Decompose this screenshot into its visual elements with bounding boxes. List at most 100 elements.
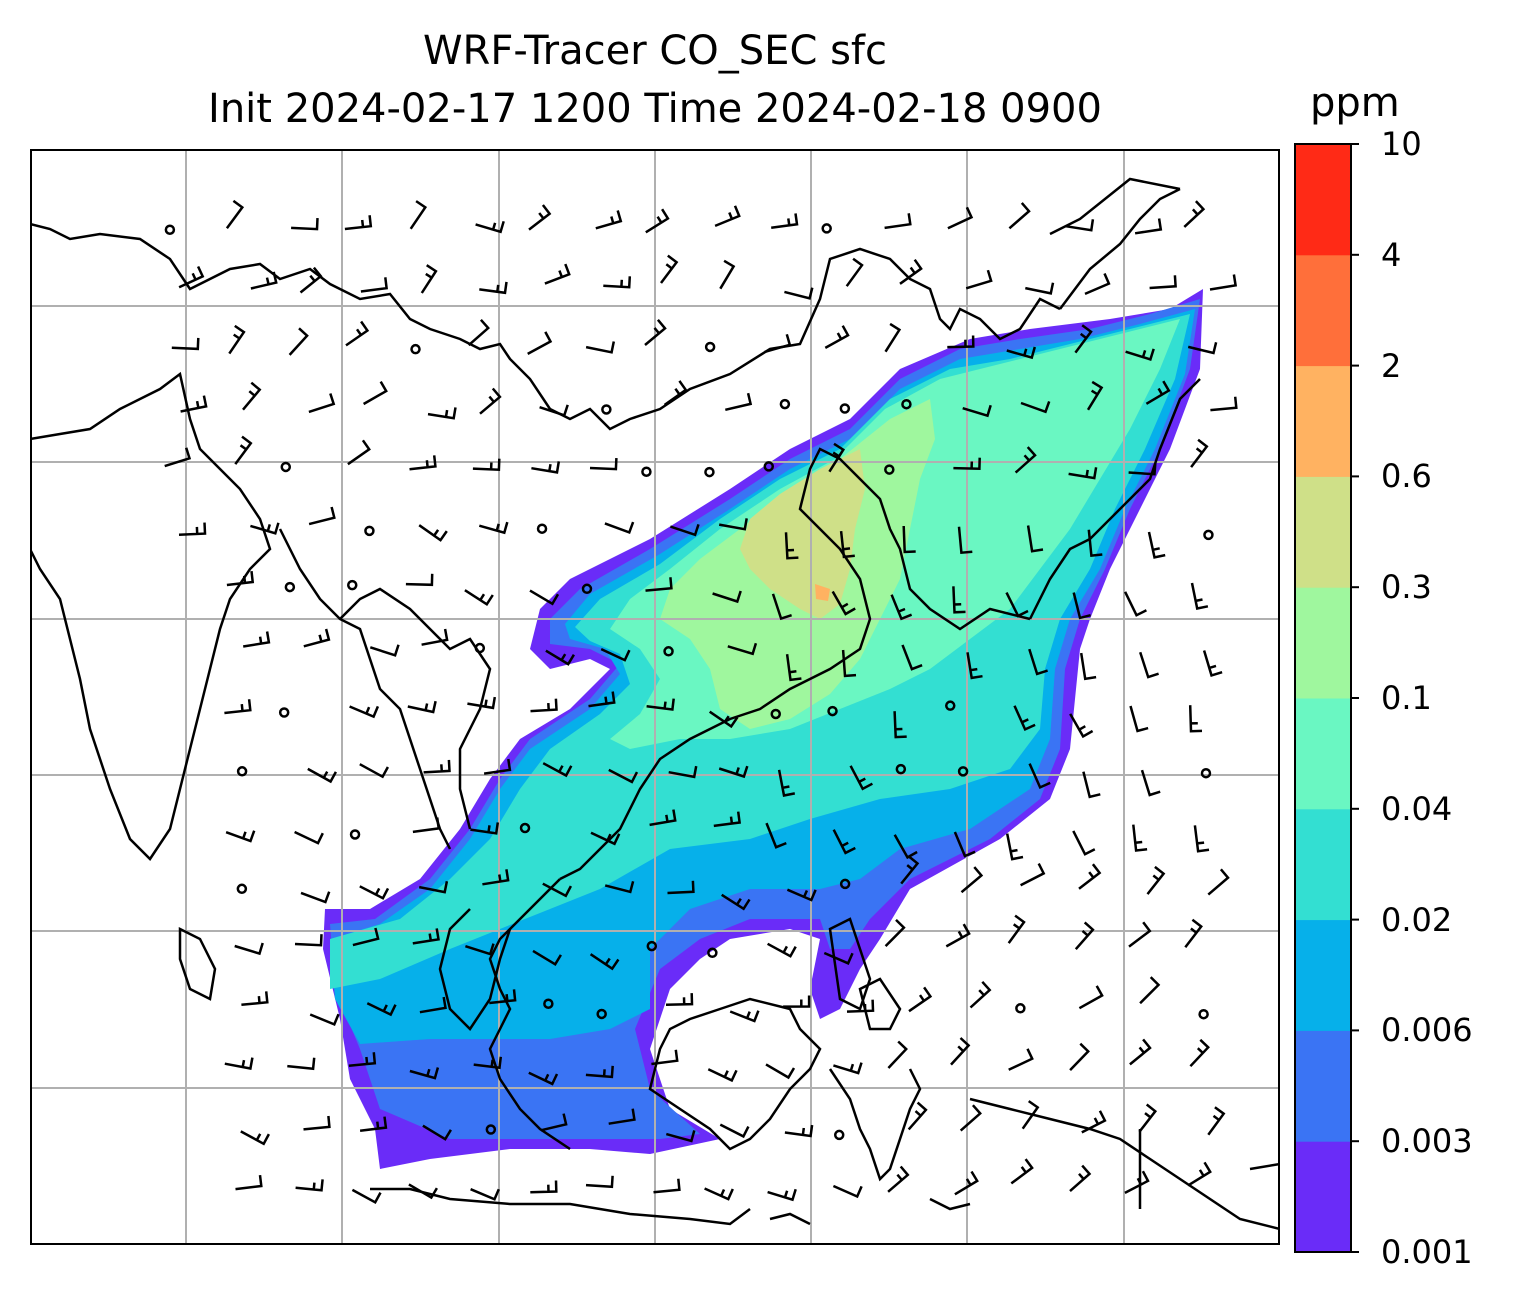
colorbar-tick-label: 4 (1381, 235, 1402, 274)
calm-wind-marker (280, 461, 292, 473)
wind-barb (604, 521, 635, 535)
wind-barb (1025, 282, 1055, 295)
wind-barb (839, 530, 855, 559)
wind-barb (771, 593, 792, 621)
wind-barb (528, 204, 552, 231)
wind-barb (1021, 1100, 1040, 1130)
plume-band-0.6 (815, 584, 830, 601)
wind-barb (833, 1062, 863, 1075)
wind-barb (962, 404, 992, 418)
wind-barb (1005, 592, 1029, 618)
wind-barb (473, 1056, 503, 1070)
wind-barb (585, 1065, 614, 1079)
wind-barb (1069, 1164, 1092, 1193)
wind-barb (288, 327, 309, 356)
wind-barb (1028, 763, 1051, 790)
coastline (1059, 187, 1181, 310)
wind-barb (1123, 591, 1147, 617)
calm-wind-marker (895, 763, 907, 775)
wind-barb (767, 942, 797, 958)
wind-barb (303, 1115, 331, 1131)
wind-barb (590, 831, 621, 846)
colorbar-tick-label: 0.006 (1381, 1011, 1473, 1050)
coastline (969, 1097, 1280, 1231)
wind-barb (831, 590, 856, 616)
wind-barb (707, 1068, 738, 1083)
wind-barb (412, 928, 440, 945)
wind-barbs (164, 199, 1238, 1204)
wind-barb (465, 943, 495, 956)
wind-barb (1129, 705, 1149, 733)
wind-barb (1008, 1048, 1034, 1071)
wind-barb (307, 767, 337, 784)
calm-wind-marker (164, 224, 176, 235)
calm-wind-marker (839, 878, 851, 890)
wind-barb (483, 758, 512, 775)
wind-barb (902, 525, 916, 554)
coastline (438, 908, 512, 1031)
calm-wind-marker (1200, 767, 1212, 779)
wind-barb (243, 631, 271, 648)
coastline (30, 371, 272, 861)
wind-barb (412, 817, 441, 834)
wind-barb (347, 439, 371, 466)
wind-barb (1074, 324, 1093, 354)
colorbar-tick-label: 0.1 (1381, 679, 1432, 717)
wind-barb (907, 1101, 928, 1131)
wind-barb (1138, 1103, 1158, 1133)
wind-barb (785, 654, 802, 682)
wind-barb (1146, 865, 1166, 895)
wind-barb (771, 213, 799, 230)
colorbar-segment (1295, 698, 1351, 810)
wind-barb (226, 570, 255, 587)
wind-barb (241, 991, 269, 1007)
wind-barb (1187, 342, 1218, 355)
wind-barb (345, 320, 370, 347)
wind-barb (418, 524, 448, 542)
wind-barb (467, 318, 490, 347)
calm-wind-marker (278, 707, 290, 718)
colorbar-tick-label: 0.003 (1381, 1122, 1473, 1161)
gridlines (30, 149, 1280, 1245)
wind-barb (945, 923, 971, 948)
wind-barb (362, 380, 388, 406)
calm-wind-marker (581, 583, 593, 595)
colorbar-tick-label: 0.3 (1381, 568, 1432, 607)
wind-barb (348, 1052, 377, 1067)
wind-barb (409, 1067, 440, 1080)
wind-barb (783, 995, 811, 1008)
wind-barb (1134, 218, 1163, 235)
wind-barb (359, 885, 390, 900)
wind-barb (1128, 463, 1157, 476)
wind-barb (665, 1130, 696, 1143)
wind-barb (344, 215, 373, 231)
coastline (1028, 378, 1201, 620)
wind-barb (224, 699, 252, 715)
calm-wind-marker (1015, 1003, 1026, 1014)
wind-barb (719, 259, 736, 290)
coastline (1249, 1162, 1280, 1171)
colorbar-tick-label: 10 (1381, 125, 1422, 163)
wind-barb (966, 652, 983, 680)
wind-barb (544, 263, 571, 285)
wind-barb (351, 1188, 382, 1204)
wind-barb (539, 404, 569, 417)
wind-barb (528, 1071, 559, 1086)
map-frame (30, 149, 1280, 1245)
wind-barb (718, 765, 749, 779)
wind-barb (713, 811, 741, 828)
wind-barb (250, 522, 280, 535)
colorbar (1294, 143, 1359, 1253)
wind-barb (845, 257, 864, 287)
coastline (488, 878, 571, 1151)
wind-barb (470, 1188, 500, 1201)
wind-barb (764, 333, 792, 354)
wind-barb (1087, 529, 1103, 557)
wind-barb (1072, 592, 1091, 620)
colorbar-tick-label: 0.02 (1381, 900, 1453, 939)
wind-barb (1013, 705, 1036, 732)
wind-barb (1207, 868, 1230, 896)
wind-barb (908, 986, 933, 1013)
wind-barb (653, 1178, 681, 1194)
wind-barb (294, 830, 324, 845)
